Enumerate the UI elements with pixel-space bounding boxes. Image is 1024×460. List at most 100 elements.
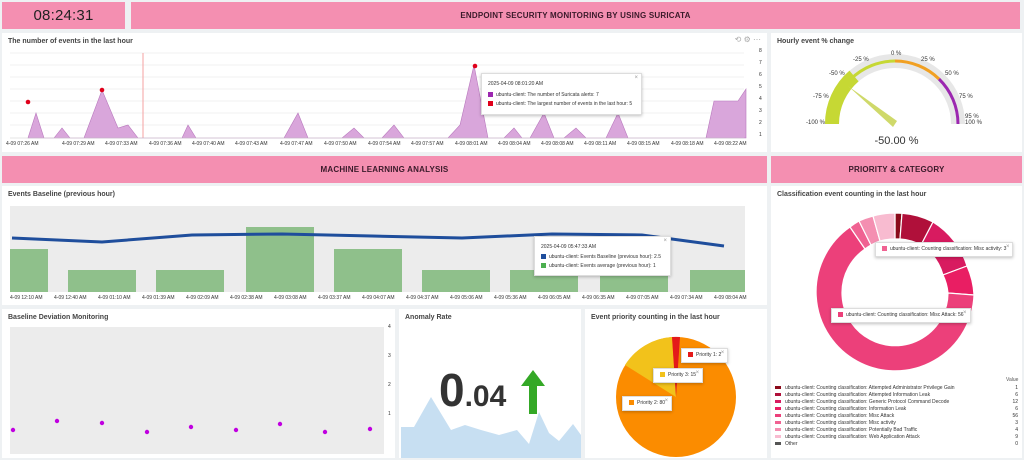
close-icon[interactable]: × xyxy=(634,75,638,81)
priority-2-tooltip: × Priority 2: 80 xyxy=(622,396,673,411)
x-tick: 4-09 07:33 AM xyxy=(105,141,138,147)
events-marker xyxy=(25,99,31,105)
x-tick: 4-09 06:05 AM xyxy=(538,295,571,301)
baseline-title: Events Baseline (previous hour) xyxy=(8,191,115,198)
anomaly-value-frac: .04 xyxy=(464,380,507,413)
priority-panel: Event priority counting in the last hour… xyxy=(585,309,767,458)
classification-title: Classification event counting in the las… xyxy=(777,191,927,198)
x-tick: 4-09 08:04 AM xyxy=(714,295,747,301)
bar xyxy=(68,270,136,292)
classification-tooltip-bottom: × ubuntu-client: Counting classification:… xyxy=(831,308,971,323)
x-tick: 4-09 07:05 AM xyxy=(626,295,659,301)
legend-swatch xyxy=(882,246,887,251)
legend-swatch xyxy=(775,386,781,389)
legend-value: 1 xyxy=(1015,384,1018,391)
legend-item[interactable]: ubuntu-client: Counting classification: … xyxy=(775,433,1020,440)
y-tick: 7 xyxy=(759,60,762,66)
x-tick: 4-09 01:39 AM xyxy=(142,295,175,301)
legend-swatch xyxy=(541,254,546,259)
legend-value-header: Value xyxy=(1006,377,1019,383)
close-icon[interactable]: × xyxy=(720,350,725,356)
gauge-label: 75 % xyxy=(959,94,973,100)
close-icon[interactable]: × xyxy=(664,398,669,404)
legend-item[interactable]: ubuntu-client: Counting classification: … xyxy=(775,391,1020,398)
panel-menu-icon[interactable]: ⟲ ⚙ ⋯ xyxy=(734,35,761,44)
legend-item[interactable]: ubuntu-client: Counting classification: … xyxy=(775,419,1020,426)
legend-item[interactable]: ubuntu-client: Counting classification: … xyxy=(775,398,1020,405)
legend-swatch xyxy=(488,92,493,97)
legend-label: Other xyxy=(785,440,798,447)
legend-swatch xyxy=(688,352,693,357)
legend-swatch xyxy=(775,435,781,438)
classification-tooltip-top: × ubuntu-client: Counting classification:… xyxy=(875,242,1014,257)
x-tick: 4-09 03:08 AM xyxy=(274,295,307,301)
legend-value: 3 xyxy=(1015,419,1018,426)
priority-section-title: PRIORITY & CATEGORY xyxy=(848,165,945,174)
gauge-label: -25 % xyxy=(853,57,869,63)
x-tick: 4-09 08:04 AM xyxy=(498,141,531,147)
legend-swatch xyxy=(629,400,634,405)
deviation-point xyxy=(188,424,194,430)
x-tick: 4-09 08:18 AM xyxy=(671,141,704,147)
anomaly-sparkline xyxy=(401,397,581,458)
x-tick: 4-09 08:22 AM xyxy=(714,141,747,147)
close-icon[interactable]: × xyxy=(963,310,967,316)
x-tick: 4-09 02:09 AM xyxy=(186,295,219,301)
legend-label: ubuntu-client: Counting classification: … xyxy=(785,398,950,405)
legend-item[interactable]: Other 0 xyxy=(775,440,1020,447)
y-tick: 5 xyxy=(759,84,762,90)
baseline-tooltip: × 2025-04-09 05:47:33 AM ubuntu-client: … xyxy=(534,236,671,276)
pie-slice-priority-1 xyxy=(672,336,680,397)
y-tick: 3 xyxy=(759,108,762,114)
y-tick: 2 xyxy=(759,120,762,126)
gauge-label: -75 % xyxy=(813,94,829,100)
deviation-point xyxy=(144,429,150,435)
close-icon[interactable]: × xyxy=(695,370,700,376)
x-tick: 4-09 02:38 AM xyxy=(230,295,263,301)
priority-1-tooltip: × Priority 1: 2 xyxy=(681,348,729,363)
legend-item[interactable]: ubuntu-client: Counting classification: … xyxy=(775,426,1020,433)
priority-2-label: Priority 2: 80 xyxy=(637,400,666,406)
legend-swatch xyxy=(775,428,781,431)
priority-pie xyxy=(616,336,736,457)
legend-item[interactable]: ubuntu-client: Counting classification: … xyxy=(775,412,1020,419)
priority-section-banner: PRIORITY & CATEGORY xyxy=(771,156,1022,183)
close-icon[interactable]: × xyxy=(663,238,667,244)
y-tick: 4 xyxy=(759,96,762,102)
priority-3-tooltip: × Priority 3: 15 xyxy=(653,368,704,383)
legend-swatch xyxy=(660,372,665,377)
y-tick: 4 xyxy=(388,324,391,330)
legend-item[interactable]: ubuntu-client: Counting classification: … xyxy=(775,384,1020,391)
anomaly-panel: Anomaly Rate 0.04 xyxy=(399,309,581,458)
legend-value: 9 xyxy=(1015,433,1018,440)
legend-label: ubuntu-client: Counting classification: … xyxy=(785,419,896,426)
tooltip-line: ubuntu-client: Events average (previous … xyxy=(549,263,656,269)
legend-value: 12 xyxy=(1012,398,1018,405)
dashboard-title: ENDPOINT SECURITY MONITORING BY USING SU… xyxy=(460,11,691,20)
legend-item[interactable]: ubuntu-client: Counting classification: … xyxy=(775,405,1020,412)
y-tick: 6 xyxy=(759,72,762,78)
close-icon[interactable]: × xyxy=(1005,244,1010,250)
priority-title: Event priority counting in the last hour xyxy=(591,314,720,321)
x-tick: 4-09 08:01 AM xyxy=(455,141,488,147)
y-tick: 8 xyxy=(759,48,762,54)
bar xyxy=(156,270,224,292)
x-tick: 4-09 05:06 AM xyxy=(450,295,483,301)
x-tick: 4-09 01:10 AM xyxy=(98,295,131,301)
anomaly-title: Anomaly Rate xyxy=(405,314,452,321)
legend-value: 6 xyxy=(1015,405,1018,412)
x-tick: 4-09 07:34 AM xyxy=(670,295,703,301)
x-tick: 4-09 12:40 AM xyxy=(54,295,87,301)
legend-swatch xyxy=(838,312,843,317)
events-title: The number of events in the last hour xyxy=(8,38,133,45)
events-tooltip: × 2025-04-09 08:01:20 AM ubuntu-client: … xyxy=(481,73,642,115)
legend-swatch xyxy=(488,101,493,106)
gauge-label: 95 % xyxy=(965,114,979,120)
x-tick: 4-09 07:40 AM xyxy=(192,141,225,147)
gauge-label: -50 % xyxy=(829,71,845,77)
ml-section-title: MACHINE LEARNING ANALYSIS xyxy=(320,165,449,174)
x-tick: 4-09 04:07 AM xyxy=(362,295,395,301)
deviation-title: Baseline Deviation Monitoring xyxy=(8,314,109,321)
x-tick: 4-09 05:36 AM xyxy=(494,295,527,301)
tooltip-time: 2025-04-09 05:47:33 AM xyxy=(541,244,597,250)
